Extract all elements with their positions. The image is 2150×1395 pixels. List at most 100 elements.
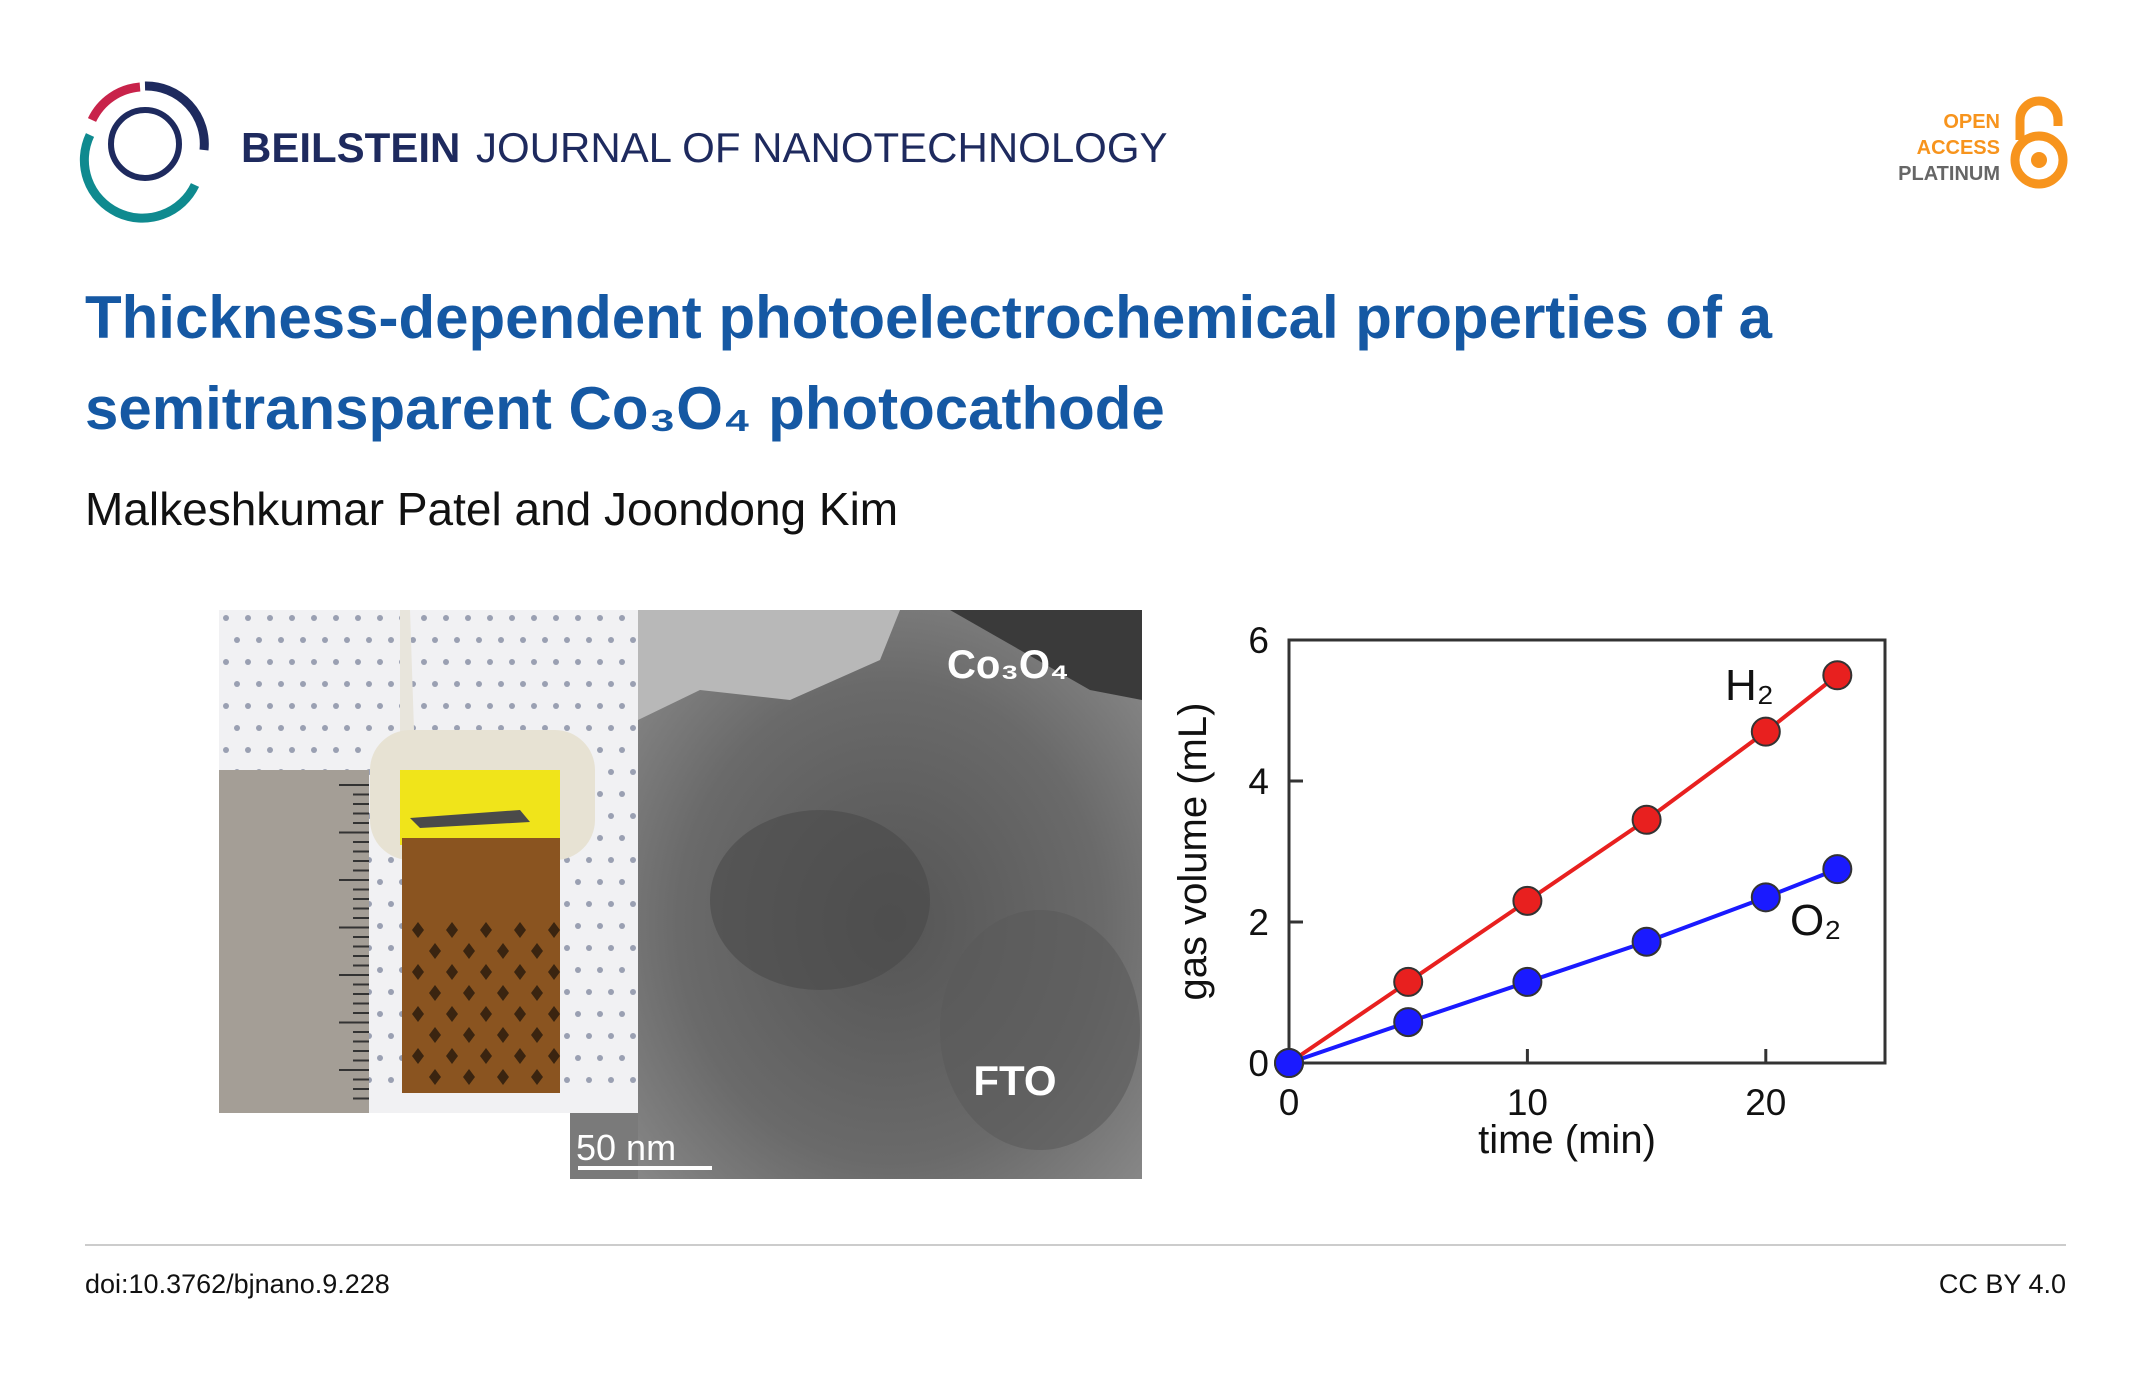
license: CC BY 4.0 <box>1939 1269 2066 1299</box>
dot <box>586 1033 592 1039</box>
dot <box>245 747 251 753</box>
dot <box>520 637 526 643</box>
pattern-diamond <box>463 1027 475 1043</box>
dot <box>245 615 251 621</box>
dot <box>520 681 526 687</box>
dot <box>487 703 493 709</box>
dot <box>432 725 438 731</box>
dot <box>586 681 592 687</box>
article-title: Thickness-dependent photoelectrochemical… <box>85 284 1773 442</box>
dot <box>564 1077 570 1083</box>
pattern-diamond <box>531 1027 543 1043</box>
dot <box>333 659 339 665</box>
dot <box>388 725 394 731</box>
dot <box>553 659 559 665</box>
pattern-diamond <box>446 1006 458 1022</box>
dot <box>597 967 603 973</box>
dot <box>289 703 295 709</box>
dot <box>388 901 394 907</box>
dot <box>443 615 449 621</box>
pattern-diamond <box>497 985 509 1001</box>
dot <box>564 945 570 951</box>
pattern-diamond <box>480 1006 492 1022</box>
dot <box>223 615 229 621</box>
dot <box>256 637 262 643</box>
pattern-diamond <box>429 1027 441 1043</box>
pattern-diamond <box>514 1006 526 1022</box>
dot <box>234 637 240 643</box>
dot <box>597 615 603 621</box>
dot <box>608 1077 614 1083</box>
pattern-diamond <box>429 943 441 959</box>
dot <box>586 857 592 863</box>
journal-name-bold: BEILSTEIN <box>241 124 460 171</box>
dot <box>542 725 548 731</box>
pattern-diamond <box>480 1048 492 1064</box>
dot <box>443 703 449 709</box>
dot <box>333 703 339 709</box>
pattern-diamond <box>480 964 492 980</box>
data-point <box>1750 882 1781 913</box>
dot <box>454 681 460 687</box>
dot <box>223 747 229 753</box>
tem-image <box>570 610 1142 1179</box>
dot <box>575 879 581 885</box>
dot <box>608 989 614 995</box>
x-tick-label: 0 <box>1279 1082 1300 1123</box>
tem-label-top: Co₃O₄ <box>947 643 1069 687</box>
y-tick-label: 2 <box>1248 902 1269 943</box>
dot <box>355 747 361 753</box>
data-point <box>1393 1007 1424 1038</box>
logo <box>79 81 209 223</box>
series-label: H₂ <box>1725 661 1774 710</box>
pattern-diamond <box>497 1027 509 1043</box>
dot <box>278 681 284 687</box>
dot <box>256 681 262 687</box>
data-point <box>1822 660 1853 691</box>
y-tick-label: 6 <box>1248 620 1269 661</box>
dot <box>443 659 449 665</box>
dot <box>564 637 570 643</box>
dot <box>619 879 625 885</box>
dot <box>289 659 295 665</box>
dot <box>300 637 306 643</box>
dot <box>564 1033 570 1039</box>
pattern-diamond <box>548 922 560 938</box>
dot <box>619 1055 625 1061</box>
dot <box>421 659 427 665</box>
dot <box>278 725 284 731</box>
dot <box>586 637 592 643</box>
dot <box>322 637 328 643</box>
dot <box>564 901 570 907</box>
badge-open: OPEN <box>1943 111 2000 133</box>
pattern-diamond <box>497 1069 509 1085</box>
dot <box>256 725 262 731</box>
pattern-diamond <box>514 1048 526 1064</box>
data-point <box>1631 804 1662 835</box>
dot <box>454 725 460 731</box>
dot <box>575 703 581 709</box>
dot <box>454 637 460 643</box>
dot <box>388 857 394 863</box>
dot <box>465 659 471 665</box>
y-tick-label: 0 <box>1248 1043 1269 1084</box>
dot <box>531 659 537 665</box>
dot <box>608 637 614 643</box>
dot <box>575 1011 581 1017</box>
dot <box>366 725 372 731</box>
dot <box>476 725 482 731</box>
dot <box>608 681 614 687</box>
pattern-diamond <box>531 943 543 959</box>
dot <box>388 637 394 643</box>
authors: Malkeshkumar Patel and Joondong Kim <box>85 483 899 535</box>
dot <box>421 703 427 709</box>
pattern-diamond <box>463 985 475 1001</box>
dot <box>597 1055 603 1061</box>
y-tick-label: 4 <box>1248 761 1269 802</box>
scale-bar-label: 50 nm <box>576 1127 676 1168</box>
dot <box>388 989 394 995</box>
dot <box>498 637 504 643</box>
dot <box>355 615 361 621</box>
dot <box>531 703 537 709</box>
